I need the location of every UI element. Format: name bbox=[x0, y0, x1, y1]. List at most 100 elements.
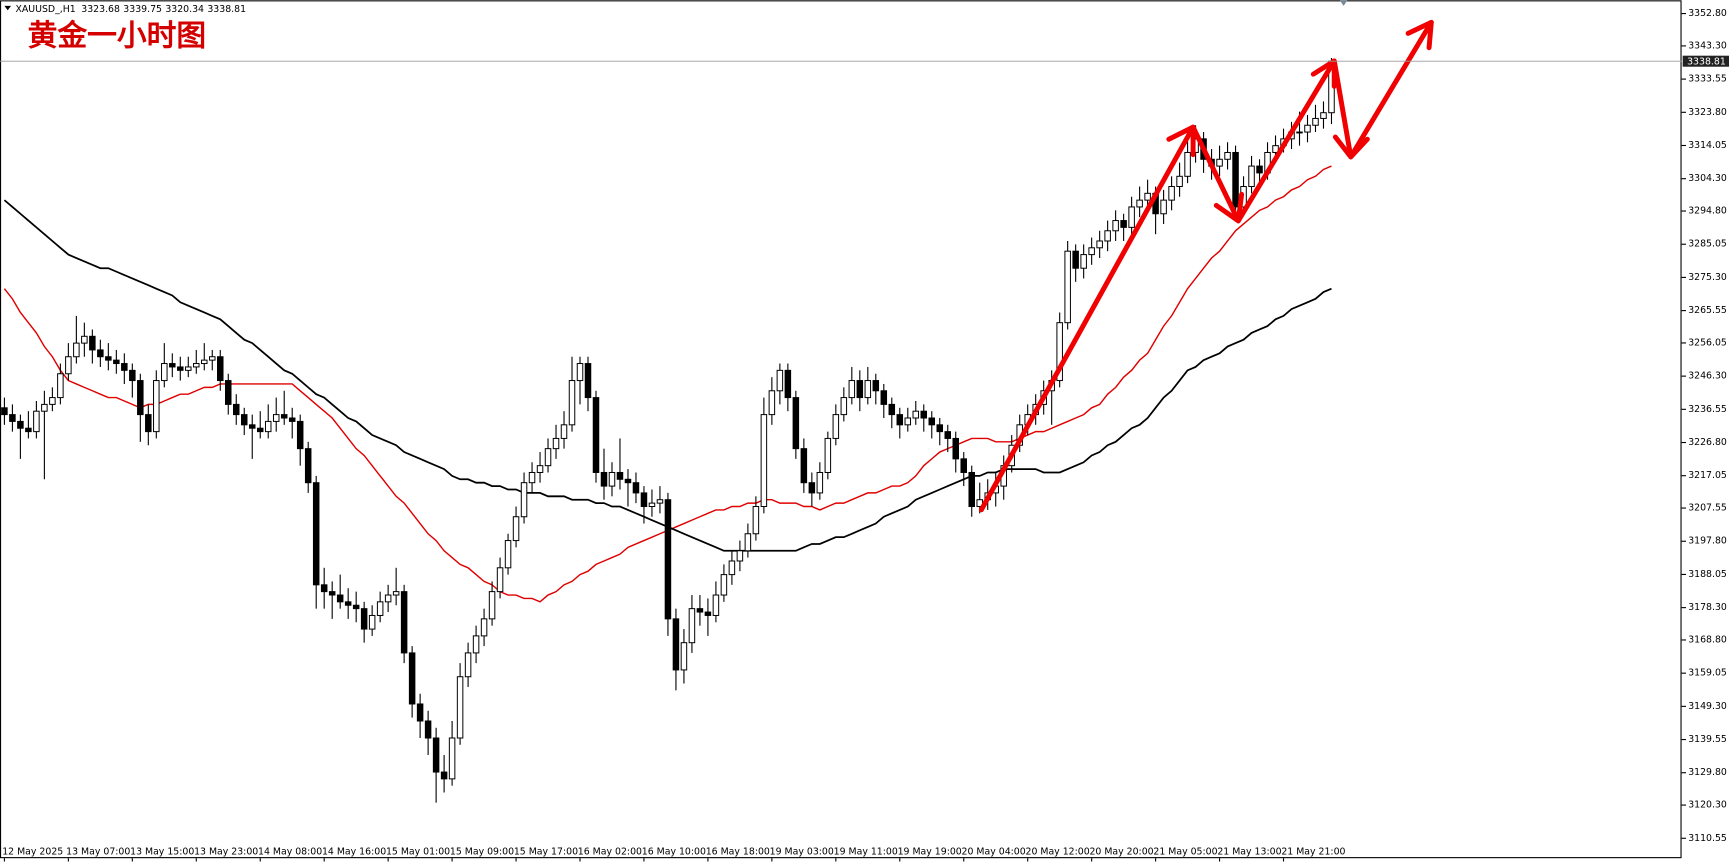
candle-body bbox=[840, 397, 848, 416]
candle-body bbox=[1256, 165, 1263, 174]
candle-body bbox=[1272, 145, 1279, 153]
y-tick-label: 3178.30 bbox=[1688, 602, 1727, 613]
candle-body bbox=[352, 604, 360, 610]
y-tick-label: 3265.55 bbox=[1688, 305, 1727, 316]
high: 3339.75 bbox=[123, 4, 162, 15]
price-marker-label: 3338.81 bbox=[1687, 56, 1726, 67]
candle-body bbox=[512, 516, 520, 542]
candle-body bbox=[488, 591, 496, 620]
x-tick-label: 21 May 05:00 bbox=[1153, 847, 1217, 858]
y-tick-label: 3246.30 bbox=[1688, 371, 1727, 382]
y-tick-label: 3149.30 bbox=[1688, 701, 1727, 712]
candle-body bbox=[504, 540, 512, 569]
x-tick-label: 15 May 17:00 bbox=[514, 847, 578, 858]
x-tick-label: 19 May 11:00 bbox=[834, 847, 898, 858]
candle-body bbox=[280, 414, 288, 419]
x-tick-label: 16 May 18:00 bbox=[706, 847, 770, 858]
y-tick-label: 3120.30 bbox=[1688, 800, 1727, 811]
candle-body bbox=[328, 591, 336, 596]
candle-body bbox=[808, 482, 816, 494]
candle-body bbox=[360, 608, 368, 630]
candle-body bbox=[752, 506, 760, 535]
y-tick-label: 3188.05 bbox=[1688, 569, 1727, 580]
y-tick-label: 3129.80 bbox=[1688, 767, 1727, 778]
x-tick-label: 19 May 03:00 bbox=[770, 847, 834, 858]
candle-body bbox=[776, 369, 784, 392]
candle-body bbox=[864, 380, 872, 399]
candle-body bbox=[464, 652, 472, 678]
candle-body bbox=[1224, 151, 1231, 160]
candle-body bbox=[576, 363, 584, 382]
candle-body bbox=[81, 335, 88, 344]
symbol-menu-icon[interactable] bbox=[4, 5, 12, 11]
y-tick-label: 3333.55 bbox=[1688, 74, 1727, 85]
candle-body bbox=[201, 359, 208, 365]
y-tick-label: 3304.30 bbox=[1688, 173, 1727, 184]
candle-body bbox=[1, 407, 8, 416]
candle-body bbox=[248, 424, 256, 429]
candle-body bbox=[472, 635, 480, 654]
y-tick-label: 3207.55 bbox=[1688, 503, 1727, 514]
candle-body bbox=[384, 594, 392, 603]
candle-body bbox=[856, 380, 864, 399]
candle-body bbox=[1216, 158, 1223, 167]
candle-body bbox=[408, 652, 416, 705]
candle-body bbox=[880, 390, 888, 405]
y-tick-label: 3197.80 bbox=[1688, 536, 1727, 547]
candle-body bbox=[1176, 175, 1183, 188]
candle-body bbox=[960, 458, 967, 473]
candle-body bbox=[944, 431, 952, 439]
y-tick-label: 3159.05 bbox=[1688, 668, 1727, 679]
candle-body bbox=[320, 584, 328, 593]
candle-body bbox=[480, 618, 488, 637]
y-tick-label: 3139.55 bbox=[1688, 734, 1727, 745]
candle-body bbox=[696, 608, 704, 613]
chart-title: 黄金一小时图 bbox=[28, 19, 207, 53]
x-tick-label: 21 May 13:00 bbox=[1217, 847, 1281, 858]
candle-body bbox=[600, 471, 608, 487]
candle-body bbox=[1056, 322, 1063, 382]
candle-body bbox=[424, 720, 432, 739]
candle-body bbox=[368, 614, 376, 630]
y-tick-label: 3256.05 bbox=[1688, 337, 1727, 348]
y-tick-label: 3275.30 bbox=[1688, 272, 1727, 283]
candle-body bbox=[584, 363, 592, 399]
symbol: XAUUSD_,H1 bbox=[15, 4, 75, 15]
candle-body bbox=[928, 417, 936, 426]
candle-body bbox=[704, 611, 712, 616]
candle-body bbox=[520, 482, 528, 518]
candle-body bbox=[592, 397, 600, 473]
candle-body bbox=[1120, 220, 1127, 228]
candle-body bbox=[656, 499, 664, 504]
candle-body bbox=[256, 427, 264, 433]
candle-body bbox=[145, 414, 152, 433]
candle-body bbox=[272, 414, 280, 422]
open: 3323.68 bbox=[81, 4, 120, 15]
candle-body bbox=[193, 363, 200, 368]
candle-body bbox=[640, 492, 648, 508]
candle-body bbox=[1248, 165, 1255, 188]
arrow-head bbox=[1332, 134, 1370, 160]
candle-body bbox=[392, 591, 400, 596]
candle-body bbox=[1304, 124, 1311, 133]
x-tick-label: 21 May 21:00 bbox=[1281, 847, 1345, 858]
candle-body bbox=[1144, 192, 1151, 201]
y-tick-label: 3236.55 bbox=[1688, 404, 1727, 415]
candle-body bbox=[416, 703, 424, 722]
candle-body bbox=[129, 369, 136, 382]
candle-body bbox=[1112, 220, 1119, 232]
candle-body bbox=[1312, 117, 1319, 126]
candle-body bbox=[185, 366, 192, 371]
y-tick-label: 3168.80 bbox=[1688, 634, 1727, 645]
candle-body bbox=[1136, 199, 1143, 208]
candle-body bbox=[560, 424, 568, 439]
arrow-head bbox=[1405, 19, 1434, 51]
candle-body bbox=[1064, 250, 1071, 324]
candle-body bbox=[744, 533, 752, 552]
y-tick-label: 3352.80 bbox=[1688, 8, 1727, 19]
candle-body bbox=[9, 414, 16, 422]
candle-body bbox=[1128, 206, 1135, 228]
candle-body bbox=[896, 414, 904, 426]
